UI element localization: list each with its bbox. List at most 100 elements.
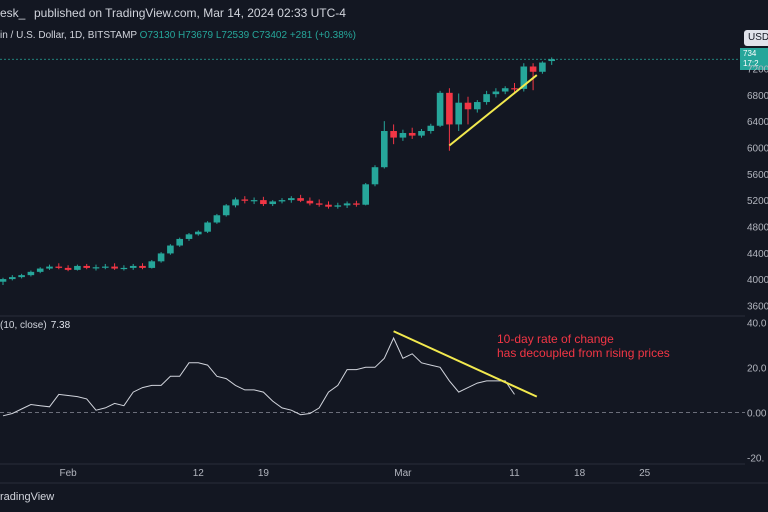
candle-body [157,253,165,262]
candle-body [306,200,314,204]
price-axis-tick: 4400 [747,249,768,260]
candle-body [176,238,183,246]
candle-body [343,203,351,206]
candle-body [371,167,379,185]
candle-body [297,198,304,201]
candle-body [129,265,137,268]
author-name[interactable]: esk_ [0,6,26,20]
time-axis-tick: 12 [193,468,205,479]
indicator-value: 7.38 [50,320,71,331]
currency-button[interactable]: USD [744,30,768,46]
candle-body [204,222,211,232]
annotation-text: 10-day rate of change has decoupled from… [497,332,670,360]
candle-body [427,125,435,132]
time-axis-tick: Feb [59,468,77,479]
time-axis-tick: 11 [509,468,520,479]
candle-body [46,266,53,269]
candle-body [529,66,537,72]
time-axis-tick: 18 [574,468,586,479]
candle-body [55,266,63,268]
candle-body [539,62,546,72]
candle-body [408,132,416,136]
open-value: O73130 [139,30,176,41]
candle-body [185,234,193,239]
roc-axis-tick: 20.0 [747,363,767,374]
candle-body [0,279,7,282]
candle-body [167,245,174,254]
candle-body [9,277,16,280]
candle-body [474,102,481,110]
roc-axis-tick: 40.0 [747,318,767,329]
candle-body [27,271,35,276]
candle-body [260,200,267,205]
candle-body [83,265,90,268]
candle-body [362,184,369,205]
price-tag-value: 734 [743,49,757,58]
candle-body [325,204,332,207]
high-value: H73679 [178,30,214,41]
low-value: L72539 [215,30,250,41]
candle-body [399,132,407,138]
price-axis-tick: 4000 [747,275,768,286]
candle-body [483,94,490,103]
candle-body [288,198,295,201]
candle-body [139,265,146,268]
indicator-legend[interactable]: (10, close) 7.38 [0,320,70,331]
candle-body [241,199,249,201]
candle-body [455,102,462,125]
indicator-label: (10, close) [0,320,47,331]
candle-body [64,267,72,270]
candle-body [36,268,44,272]
roc-axis-tick: 0.00 [747,408,767,419]
price-axis-tick: 7200 [747,64,768,75]
annotation-line-2: has decoupled from rising prices [497,346,670,360]
candle-body [520,66,528,89]
annotation-line-1: 10-day rate of change [497,332,614,346]
candle-body [74,265,81,270]
top-bar: esk_ published on TradingView.com, Mar 1… [0,0,768,26]
candle-body [120,267,128,270]
price-axis-tick: 5600 [747,170,768,181]
candle-body [492,91,500,95]
price-axis-tick: 6000 [747,143,768,154]
candle-body [315,203,323,205]
candle-body [334,205,342,207]
candle-body [278,200,286,202]
candle-body [92,267,100,269]
price-trend-line [448,74,538,147]
candle-body [269,201,276,205]
candle-body [464,102,472,110]
candle-body [250,200,258,202]
candle-body [390,131,397,138]
candle-body [446,92,453,125]
time-axis-tick: 19 [258,468,270,479]
roc-trend-line [393,330,538,398]
tradingview-brand: radingView [0,491,55,503]
price-axis-tick: 5200 [747,196,768,207]
candle-body [501,88,509,92]
candle-body [418,131,425,136]
roc-line [2,336,515,417]
candle-body [353,203,360,205]
candle-body [381,131,388,168]
price-tag-time: 17:2 [743,59,759,68]
time-axis-tick: Mar [394,468,412,479]
candle-body [548,59,555,62]
candle-body [232,199,239,206]
close-value: C73402 [252,30,288,41]
price-axis-tick: 6800 [747,91,768,102]
current-price-tag: 734 17:2 [740,48,768,70]
candle-body [18,275,25,278]
price-axis-tick: 4800 [747,222,768,233]
time-axis-tick: 25 [639,468,651,479]
candle-body [102,266,109,268]
candle-body [148,261,156,268]
change-value: +281 (+0.38%) [289,30,356,41]
candle-body [195,231,202,235]
price-legend: in / U.S. Dollar, 1D, BITSTAMP O73130 H7… [0,30,356,41]
price-axis-tick: 3600 [747,301,768,312]
candle-body [222,205,230,216]
candle-body [436,92,444,126]
symbol-label[interactable]: in / U.S. Dollar, 1D, BITSTAMP [0,30,137,41]
